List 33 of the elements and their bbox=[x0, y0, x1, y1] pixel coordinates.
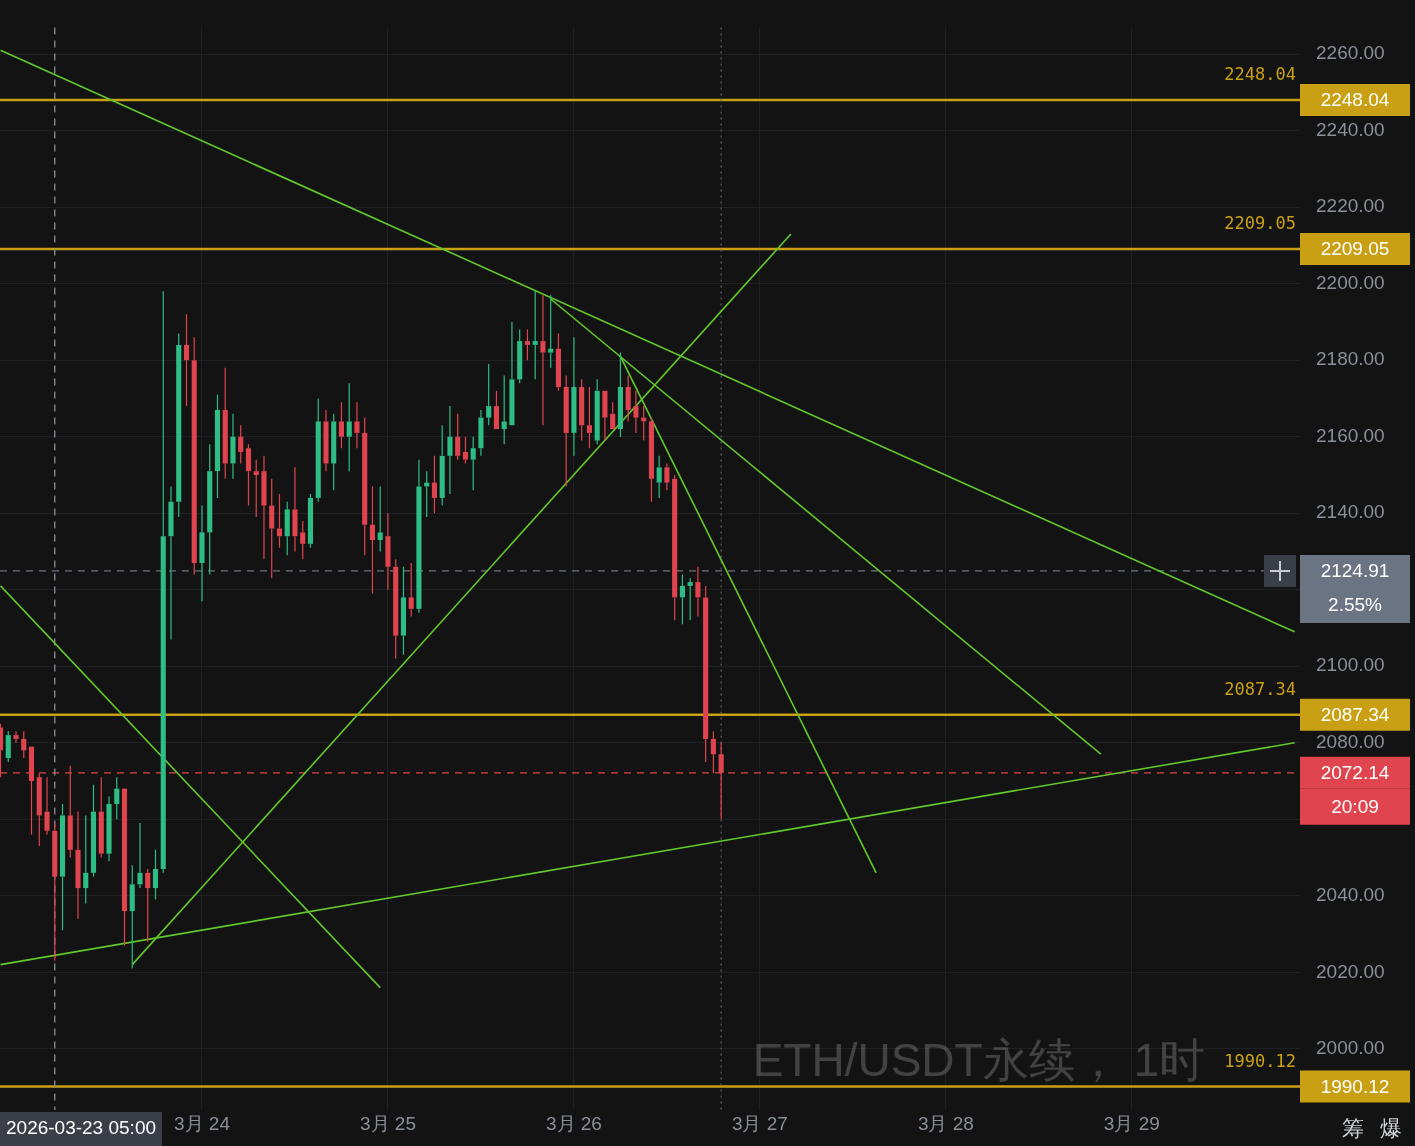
y-tick-label: 2000.00 bbox=[1316, 1037, 1385, 1059]
ref-line-label: 2209.05 bbox=[1224, 213, 1296, 234]
y-tick-label: 2100.00 bbox=[1316, 654, 1385, 676]
ref-line-label: 1990.12 bbox=[1224, 1050, 1296, 1071]
y-tick-label: 2140.00 bbox=[1316, 501, 1385, 523]
text: 1990.12 bbox=[1320, 1075, 1390, 1097]
x-tick-label: 3月 26 bbox=[545, 1112, 602, 1134]
text: 筹 bbox=[1342, 1116, 1364, 1142]
x-tick-label: 3月 24 bbox=[173, 1112, 231, 1134]
x-tick-label: 3月 29 bbox=[1103, 1112, 1160, 1134]
y-tick-label: 2260.00 bbox=[1316, 42, 1385, 64]
y-tick-label: 2200.00 bbox=[1316, 271, 1385, 293]
y-tick-label: 2040.00 bbox=[1316, 884, 1385, 906]
y-tick-label: 2020.00 bbox=[1316, 960, 1385, 982]
ref-line-label: 2248.04 bbox=[1224, 63, 1296, 84]
y-tick-label: 2160.00 bbox=[1316, 424, 1385, 446]
text: 2209.05 bbox=[1320, 238, 1390, 260]
text: 爆 bbox=[1380, 1116, 1402, 1142]
y-tick-label: 2240.00 bbox=[1316, 118, 1385, 140]
ref-line-label: 2124.91 bbox=[1320, 560, 1390, 582]
text: 2.55% bbox=[1328, 594, 1383, 616]
x-tick-label: 3月 25 bbox=[359, 1112, 416, 1134]
ref-line-label: 2072.14 bbox=[1320, 762, 1390, 784]
text: 20:09 bbox=[1331, 796, 1379, 818]
ref-line-label: 2087.34 bbox=[1224, 678, 1296, 699]
x-tick-label: 3月 27 bbox=[731, 1112, 788, 1134]
y-tick-label: 2220.00 bbox=[1316, 195, 1385, 217]
ref-line-label: 2026-03-23 05:00 bbox=[6, 1117, 157, 1139]
x-tick-label: 3月 28 bbox=[917, 1112, 974, 1134]
text: 2087.34 bbox=[1320, 703, 1390, 725]
y-tick-label: 2080.00 bbox=[1316, 730, 1385, 752]
text: 2248.04 bbox=[1320, 89, 1390, 111]
y-tick-label: 2180.00 bbox=[1316, 348, 1385, 370]
